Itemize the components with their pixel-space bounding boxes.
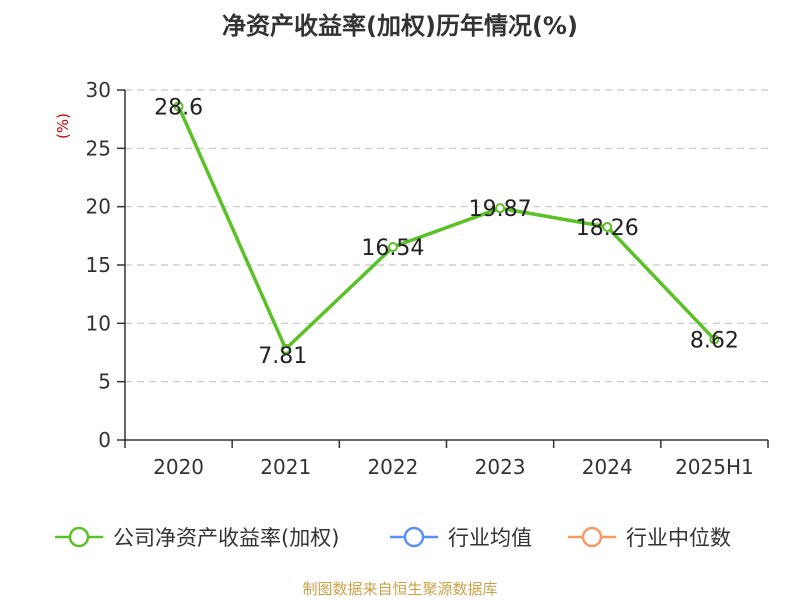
series-line xyxy=(176,105,716,351)
data-labels: 28.6 7.81 16.54 19.87 18.26 8.62 xyxy=(154,95,739,369)
y-tick-label: 25 xyxy=(86,136,111,160)
legend-swatch-marker xyxy=(581,526,603,548)
legend[interactable]: 公司净资产收益率(加权) 行业均值 行业中位数 xyxy=(55,526,731,550)
legend-item[interactable]: 公司净资产收益率(加权) xyxy=(55,526,339,550)
legend-swatch-marker xyxy=(403,526,425,548)
data-point[interactable] xyxy=(495,203,506,214)
data-label: 7.81 xyxy=(258,344,307,369)
legend-swatch-marker xyxy=(68,526,90,548)
legend-item[interactable]: 行业均值 xyxy=(390,526,532,550)
x-tick-label: 2020 xyxy=(153,455,204,479)
x-tick-label: 2023 xyxy=(475,455,526,479)
data-label: 18.26 xyxy=(576,216,639,241)
data-point[interactable] xyxy=(387,242,398,253)
x-tick-label: 2025H1 xyxy=(675,455,754,479)
y-tick-label: 10 xyxy=(86,311,111,335)
legend-label: 公司净资产收益率(加权) xyxy=(113,526,339,550)
data-label: 28.6 xyxy=(154,95,203,120)
legend-label: 行业均值 xyxy=(448,526,532,550)
data-point[interactable] xyxy=(173,101,184,112)
data-point[interactable] xyxy=(602,221,613,232)
grid-lines xyxy=(125,89,768,383)
y-axis-unit-label: (%) xyxy=(54,113,72,139)
axes: 0 5 10 15 20 25 30 2020 2021 2022 2023 2024 2025H1 xyxy=(86,78,769,479)
x-tick-label: 2024 xyxy=(582,455,633,479)
y-tick-label: 20 xyxy=(86,195,111,219)
y-tick-label: 0 xyxy=(98,428,111,452)
chart-title: 净资产收益率(加权)历年情况(%) xyxy=(222,12,578,40)
x-tick-label: 2022 xyxy=(367,455,418,479)
legend-label: 行业中位数 xyxy=(626,526,731,550)
source-note: 制图数据来自恒生聚源数据库 xyxy=(302,580,498,598)
data-point[interactable] xyxy=(709,334,720,345)
y-tick-label: 15 xyxy=(86,253,111,277)
series-lines xyxy=(173,101,720,354)
data-point[interactable] xyxy=(280,343,291,354)
data-label: 19.87 xyxy=(469,197,532,222)
legend-item[interactable]: 行业中位数 xyxy=(568,526,731,550)
y-tick-label: 5 xyxy=(98,370,111,394)
y-tick-label: 30 xyxy=(86,78,111,102)
x-tick-label: 2021 xyxy=(260,455,311,479)
data-label: 16.54 xyxy=(361,236,424,261)
data-label: 8.62 xyxy=(690,328,739,353)
